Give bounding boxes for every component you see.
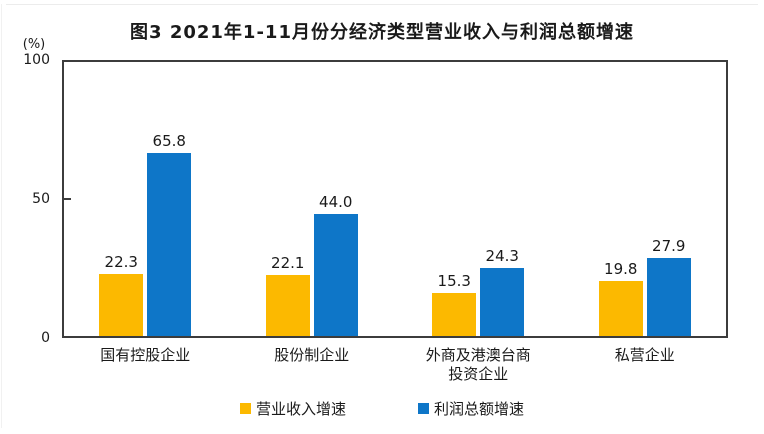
- x-category-label: 私营企业: [614, 346, 675, 364]
- legend-label: 利润总额增速: [434, 400, 525, 418]
- plot-area: [62, 60, 728, 338]
- x-category-label: 股份制企业: [274, 346, 350, 364]
- y-tick-label: 100: [23, 52, 50, 68]
- legend-label: 营业收入增速: [255, 400, 346, 418]
- x-category-label: 国有控股企业: [100, 346, 191, 364]
- bar-revenue-growth: [99, 274, 144, 336]
- y-tick-label: 50: [32, 191, 50, 207]
- x-category-label: 外商及港澳台商 投资企业: [425, 346, 531, 383]
- bar-profit-growth: [480, 268, 525, 336]
- bar-value-label: 65.8: [152, 132, 186, 151]
- bar-profit-growth: [313, 213, 358, 336]
- bar-value-label: 22.1: [271, 253, 305, 272]
- y-tick-mark: [62, 198, 71, 200]
- legend-item-profit-growth: 利润总额增速: [418, 398, 524, 419]
- scan-artifact-line: [1, 4, 2, 428]
- y-axis-unit-label: (%): [22, 37, 46, 52]
- bar-value-label: 22.3: [104, 253, 138, 271]
- bar-value-label: 15.3: [437, 272, 471, 291]
- chart-title: 图3 2021年1-11月份分经济类型营业收入与利润总额增速: [130, 22, 634, 43]
- y-tick-label: 0: [41, 330, 50, 346]
- legend: 营业收入增速 利润总额增速: [0, 398, 764, 419]
- legend-item-revenue-growth: 营业收入增速: [239, 398, 346, 419]
- bar-value-label: 27.9: [652, 237, 686, 256]
- bar-value-label: 44.0: [319, 192, 353, 211]
- bar-revenue-growth: [598, 280, 643, 336]
- bar-value-label: 19.8: [604, 259, 638, 278]
- bar-profit-growth: [147, 153, 192, 336]
- bar-value-label: 24.3: [485, 247, 519, 266]
- legend-swatch-profit-growth: [418, 403, 429, 414]
- scan-artifact-line: [6, 4, 758, 5]
- bar-revenue-growth: [265, 274, 310, 336]
- bar-profit-growth: [646, 258, 691, 336]
- bar-revenue-growth: [432, 293, 477, 336]
- legend-swatch-revenue-growth: [239, 403, 251, 414]
